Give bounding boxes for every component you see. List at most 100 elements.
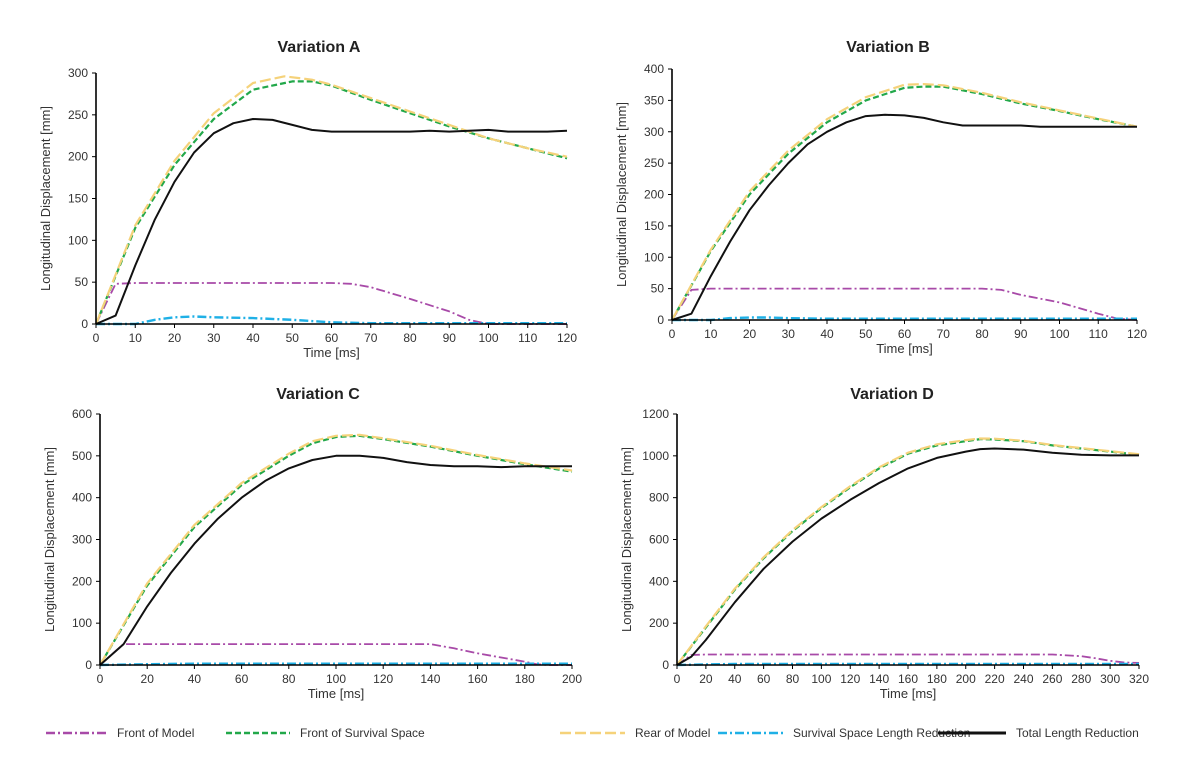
series-line-front-of-survival-space (94, 80, 568, 325)
x-tick-label: 60 (235, 672, 249, 686)
x-tick-label: 100 (1049, 327, 1069, 341)
y-tick-label: 100 (72, 616, 92, 630)
x-tick-label: 300 (1100, 672, 1120, 686)
series-line-survival-space-length-reduction (96, 315, 567, 326)
y-tick-label: 400 (644, 62, 664, 76)
x-tick-label: 60 (757, 672, 771, 686)
x-tick-label: 40 (728, 672, 742, 686)
series-line-front-of-model (676, 653, 1140, 666)
x-tick-label: 100 (478, 331, 498, 345)
chart-title: Variation C (276, 386, 360, 403)
y-tick-label: 200 (72, 574, 92, 588)
x-tick-label: 50 (286, 331, 300, 345)
y-tick-label: 150 (644, 219, 664, 233)
x-tick-label: 90 (443, 331, 457, 345)
x-tick-label: 140 (869, 672, 889, 686)
legend-label: Total Length Reduction (1016, 726, 1139, 740)
x-tick-label: 20 (168, 331, 182, 345)
x-tick-label: 260 (1042, 672, 1062, 686)
legend-label: Front of Survival Space (300, 726, 425, 740)
y-tick-label: 350 (644, 93, 664, 107)
y-tick-label: 200 (649, 616, 669, 630)
series-line-front-of-model (671, 287, 1138, 321)
x-tick-label: 60 (898, 327, 912, 341)
y-tick-label: 400 (649, 574, 669, 588)
y-tick-label: 100 (644, 250, 664, 264)
x-axis-label: Time [ms] (880, 686, 937, 701)
y-tick-label: 300 (72, 533, 92, 547)
x-axis-label: Time [ms] (308, 686, 365, 701)
legend-item: Front of Model (46, 726, 194, 740)
x-tick-label: 40 (246, 331, 260, 345)
x-tick-label: 80 (786, 672, 800, 686)
x-tick-label: 100 (326, 672, 346, 686)
x-tick-label: 0 (97, 672, 104, 686)
y-tick-label: 150 (68, 192, 88, 206)
x-tick-label: 320 (1129, 672, 1149, 686)
y-tick-label: 250 (68, 108, 88, 122)
x-tick-label: 10 (129, 331, 143, 345)
x-tick-label: 180 (927, 672, 947, 686)
series-line-survival-space-length-reduction (672, 316, 1137, 322)
x-tick-label: 240 (1013, 672, 1033, 686)
x-tick-label: 120 (373, 672, 393, 686)
series-line-rear-of-model (94, 75, 568, 325)
y-tick-label: 1200 (642, 407, 669, 421)
chart-panel-1: Variation A 0 10 20 30 40 50 60 70 80 90 100 110 120 0… (38, 39, 577, 360)
series-line-survival-space-length-reduction (99, 662, 572, 667)
legend: Front of Model Front of Survival Space Rea… (46, 726, 1139, 740)
series-line-front-of-model (99, 643, 572, 666)
x-tick-label: 120 (557, 331, 577, 345)
x-tick-label: 0 (93, 331, 100, 345)
x-tick-label: 20 (743, 327, 757, 341)
y-tick-label: 250 (644, 156, 664, 170)
series-line-total-length-reduction (95, 118, 568, 325)
chart-panel-4: Variation D 0 20 40 60 80 100 120 140 160 180 200 22… (619, 386, 1149, 701)
y-tick-label: 800 (649, 491, 669, 505)
series-line-front-of-survival-space (676, 438, 1140, 666)
series-line-rear-of-model (671, 82, 1138, 321)
x-tick-label: 20 (141, 672, 155, 686)
x-tick-label: 40 (188, 672, 202, 686)
legend-item: Rear of Model (560, 726, 710, 740)
series-line-front-of-survival-space (99, 434, 573, 666)
x-tick-label: 180 (515, 672, 535, 686)
x-tick-label: 60 (325, 331, 339, 345)
y-tick-label: 400 (72, 491, 92, 505)
y-tick-label: 0 (657, 313, 664, 327)
legend-item: Front of Survival Space (226, 726, 425, 740)
y-tick-label: 300 (68, 66, 88, 80)
legend-label: Survival Space Length Reduction (793, 726, 970, 740)
series-line-rear-of-model (99, 433, 573, 666)
legend-item: Survival Space Length Reduction (718, 726, 970, 740)
y-tick-label: 100 (68, 233, 88, 247)
x-axis-label: Time [ms] (303, 345, 360, 360)
y-tick-label: 50 (75, 275, 89, 289)
legend-label: Front of Model (117, 726, 194, 740)
chart-title: Variation D (850, 386, 934, 403)
y-tick-label: 0 (85, 658, 92, 672)
legend-item: Total Length Reduction (938, 726, 1139, 740)
series-line-rear-of-model (676, 437, 1140, 666)
y-tick-label: 0 (81, 317, 88, 331)
x-tick-label: 50 (859, 327, 873, 341)
x-tick-label: 30 (782, 327, 796, 341)
x-tick-label: 280 (1071, 672, 1091, 686)
y-tick-label: 200 (68, 150, 88, 164)
series-line-total-length-reduction (671, 113, 1137, 321)
x-tick-label: 10 (704, 327, 718, 341)
x-tick-label: 140 (420, 672, 440, 686)
series-line-front-of-survival-space (671, 85, 1138, 321)
x-axis-label: Time [ms] (876, 341, 933, 356)
x-tick-label: 80 (403, 331, 417, 345)
x-tick-label: 200 (562, 672, 582, 686)
x-tick-label: 90 (1014, 327, 1028, 341)
x-tick-label: 70 (364, 331, 378, 345)
legend-label: Rear of Model (635, 726, 710, 740)
series-line-total-length-reduction (99, 454, 572, 666)
chart-title: Variation B (846, 39, 930, 56)
x-tick-label: 20 (699, 672, 713, 686)
y-tick-label: 1000 (642, 449, 669, 463)
x-tick-label: 100 (811, 672, 831, 686)
series-line-front-of-model (95, 282, 567, 325)
